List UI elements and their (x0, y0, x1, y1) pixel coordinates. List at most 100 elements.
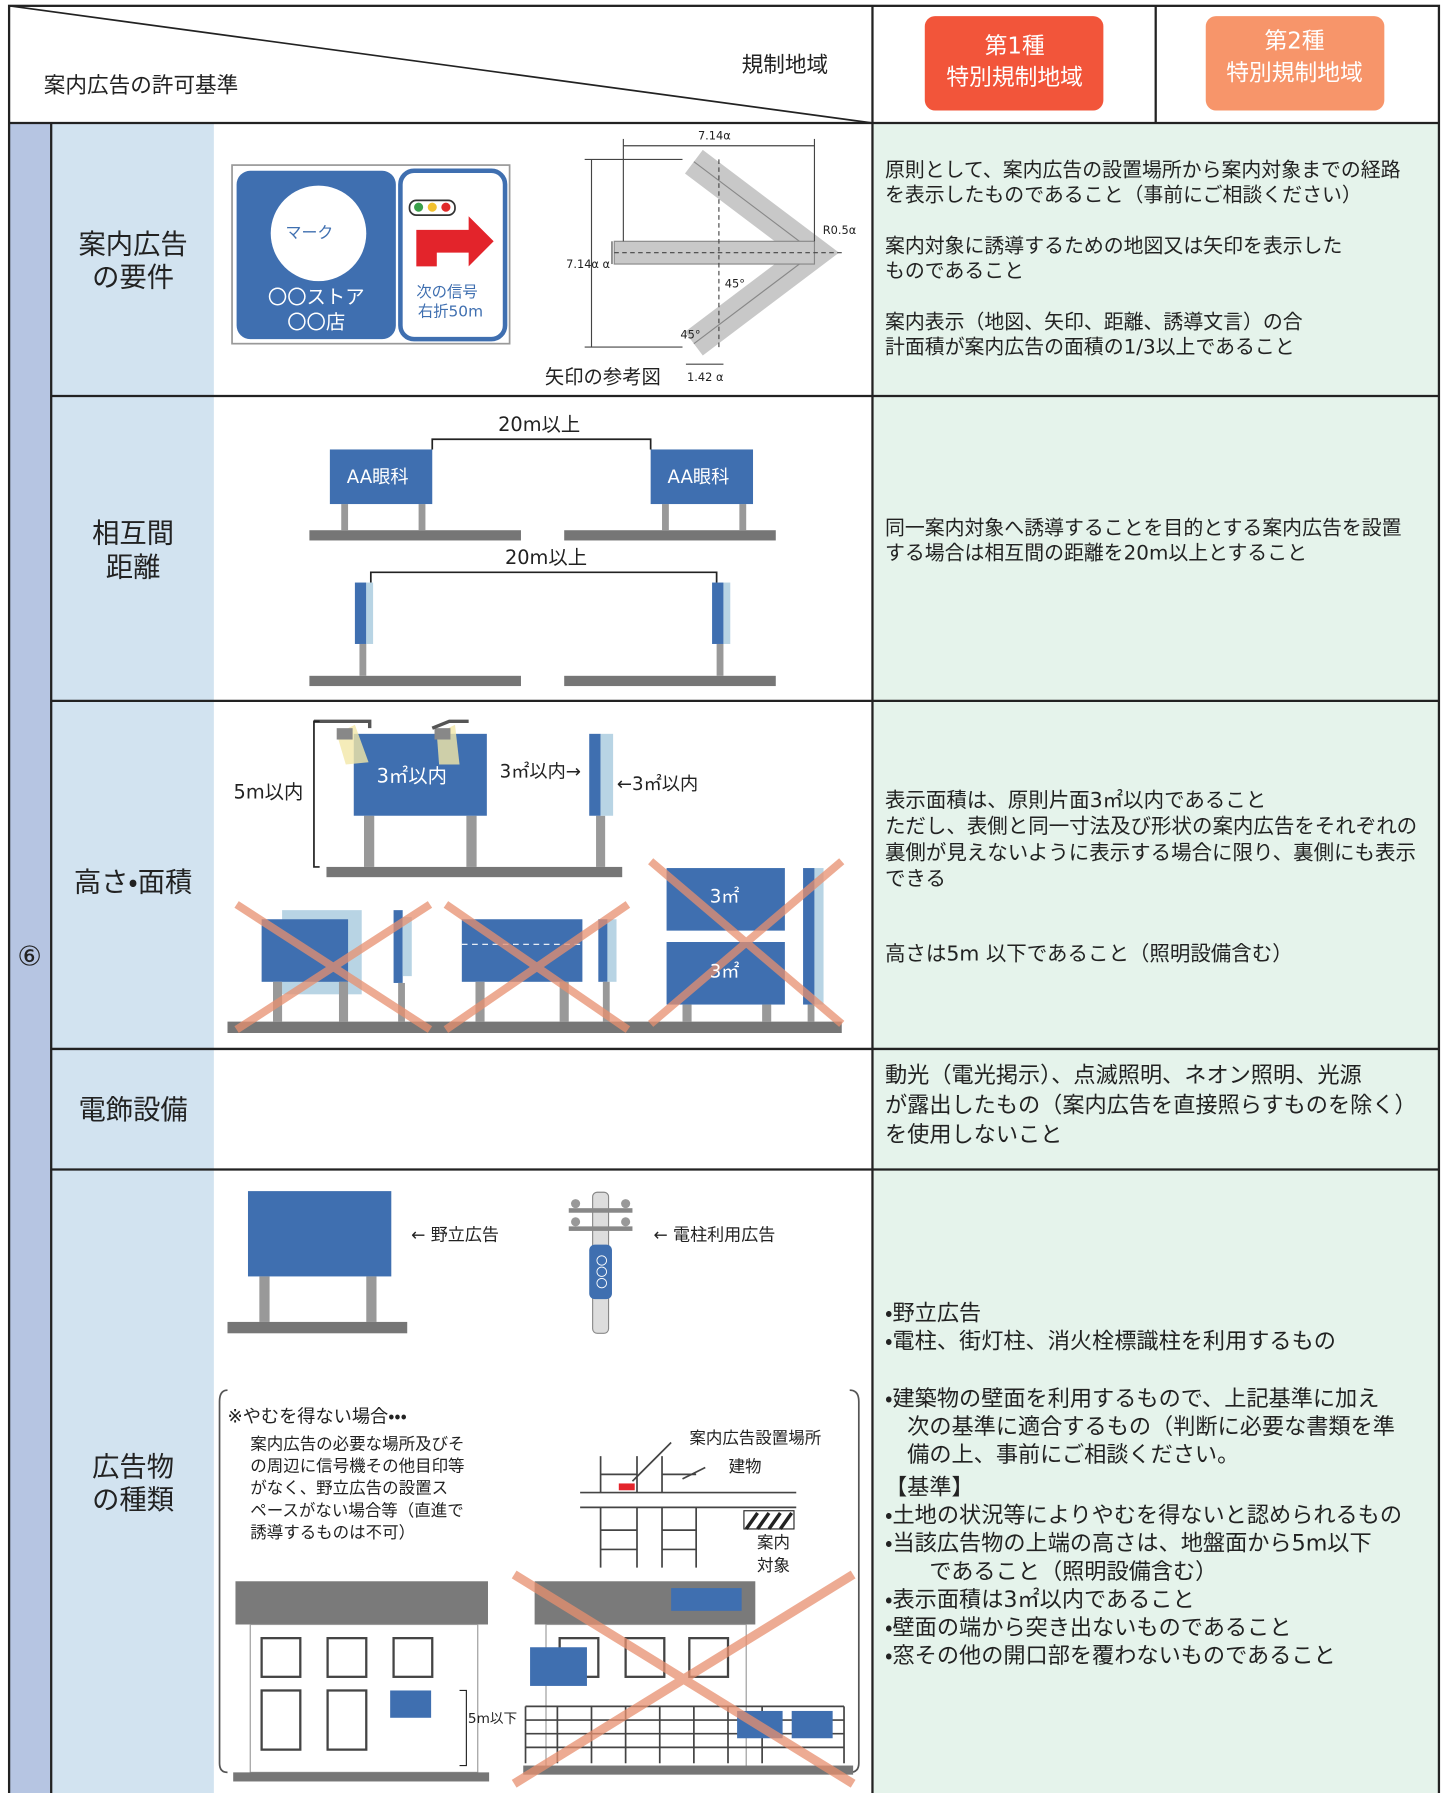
figure-label: ← 野立広告 (411, 1225, 499, 1245)
figure-label: 案内広告設置場所 (689, 1429, 821, 1448)
size-illustration-part (803, 868, 815, 1005)
figure-label: ← 電柱利用広告 (653, 1225, 775, 1245)
type-illustration-part-part (326, 1637, 368, 1678)
size-illustration-part (364, 815, 375, 867)
row-label: 案内広告 (78, 229, 187, 260)
description-line: 動光（電光掲示）、点滅照明、ネオン照明、光源 (885, 1063, 1362, 1089)
figure-label: 誘導するものは不可） (250, 1523, 415, 1542)
row-label: の種類 (92, 1485, 174, 1516)
figure-label: 右折50m (418, 302, 483, 320)
zone-name: 第2種 (1264, 29, 1324, 55)
dimension-label: 45° (725, 277, 745, 291)
type-illustration-part (744, 1512, 794, 1530)
size-illustration-part (398, 982, 405, 1022)
type-illustration-part (233, 1772, 490, 1782)
type-illustration-part (459, 1689, 467, 1767)
size-illustration-part (466, 815, 477, 867)
size-illustration-part (402, 916, 412, 977)
spacing-illustration-part (662, 504, 669, 531)
size-illustration-part (559, 981, 569, 1022)
figure-label: の周辺に信号機その他目印等 (250, 1456, 464, 1475)
type-illustration-part (235, 1581, 488, 1625)
guide-sign-illustration-part (270, 185, 367, 282)
cell-backgrounds-part (51, 123, 214, 1793)
spacing-illustration-part (739, 504, 747, 531)
zone-name: 第1種 (985, 33, 1045, 59)
spacing-illustration-part (359, 643, 367, 676)
figure-label: 3㎡ (710, 961, 740, 983)
region-label: 規制地域 (742, 53, 828, 78)
description-line: 計面積が案内広告の面積の1/3以上であること (885, 336, 1295, 359)
spacing-illustration-part (650, 449, 754, 505)
figure-label: ←3㎡以内 (617, 773, 698, 795)
size-illustration-part (762, 1004, 772, 1022)
figure-label: 3㎡ (710, 886, 740, 908)
type-illustration-part (618, 1483, 635, 1491)
description-line: 案内表示（地図、矢印、距離、誘導文言）の合 (885, 311, 1303, 334)
description-line: ものであること (885, 260, 1024, 283)
description-line: 案内対象に誘導するための地図又は矢印を表示した (885, 234, 1342, 257)
type-illustration-part (571, 1217, 581, 1227)
guide-sign-illustration-part (414, 202, 424, 212)
size-illustration-part (814, 868, 824, 1005)
type-illustration-part (621, 1199, 631, 1209)
zone-badges (924, 16, 1385, 111)
guide-sign-illustration (231, 164, 511, 345)
description-line: 次の基準に適合するもの（判断に必要な書類を準 (885, 1414, 1395, 1440)
type-illustration-part (849, 1389, 860, 1774)
description-line: ・土地の状況等によりやむを得ないと認められるもの (885, 1503, 1402, 1529)
type-illustration-part (227, 1321, 408, 1334)
spacing-illustration-part (329, 449, 433, 505)
description-line: が露出したもの（案内広告を直接照らすものを除く） (885, 1092, 1417, 1118)
type-illustration-part (621, 1217, 631, 1227)
header-title: 案内広告の許可基準 (44, 74, 238, 99)
type-illustration-part-part (511, 1570, 856, 1788)
type-illustration-part-part (326, 1689, 368, 1751)
type-illustration-part (580, 1441, 797, 1568)
figure-label: 3㎡以内 (377, 765, 447, 788)
guide-sign-illustration-part (427, 202, 437, 212)
size-illustration-part (598, 919, 608, 982)
type-illustration-part (589, 1244, 612, 1300)
figure-label: ペースがない場合等（直進で (250, 1501, 463, 1520)
figure-label: 20m以上 (505, 546, 587, 569)
spacing-illustration-part (564, 675, 776, 687)
dimension-label: 1.42 α (687, 370, 723, 384)
description-line: ・壁面の端から突き出ないものであること (885, 1615, 1291, 1641)
type-illustration-part-part (682, 1466, 706, 1480)
zone-name: 特別規制地域 (1226, 61, 1363, 87)
size-illustration-part (313, 720, 320, 868)
description-line: 高さは5m 以下であること（照明設備含む） (885, 942, 1293, 966)
size-illustration-part (607, 919, 617, 982)
type-illustration-part-part (260, 1689, 302, 1751)
type-illustration-part (260, 1637, 434, 1751)
description-line: であること（照明設備含む） (885, 1559, 1217, 1585)
description-line: する場合は相互間の距離を20m以上とすること (885, 542, 1307, 565)
size-illustration-part (596, 815, 606, 867)
arrow-reference-diagram (584, 138, 842, 365)
row-label: 広告物 (92, 1452, 174, 1483)
size-illustration (227, 719, 845, 1033)
spacing-illustration-part (309, 530, 521, 541)
figure-label: 案内 (757, 1533, 790, 1552)
dimension-label: 7.14α (698, 129, 731, 143)
cell-backgrounds-part (872, 123, 1439, 1793)
size-illustration-part (434, 728, 451, 740)
spacing-illustration-part (564, 530, 776, 541)
figure-label: がなく、野立広告の設置ス (250, 1479, 448, 1498)
type-illustration-part-part (392, 1637, 434, 1678)
size-illustration-part (589, 733, 601, 816)
section-number: ⑥ (17, 941, 41, 972)
type-illustration-part (247, 1191, 392, 1277)
dimension-label: R0.5α (823, 223, 856, 237)
type-illustration-part (530, 1647, 587, 1686)
spacing-illustration (309, 438, 776, 687)
description-line: 同一案内対象へ誘導することを目的とする案内広告を設置 (885, 517, 1402, 540)
type-illustration-part (259, 1276, 270, 1322)
description-line: 備の上、事前にご相談ください。 (885, 1442, 1239, 1468)
size-illustration-part (600, 733, 614, 816)
table-borders-part (7, 4, 1441, 1793)
type-illustration-part (523, 1765, 854, 1775)
